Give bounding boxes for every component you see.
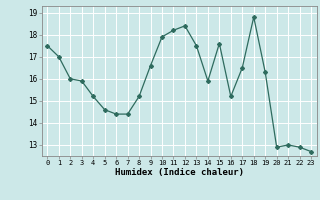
X-axis label: Humidex (Indice chaleur): Humidex (Indice chaleur)	[115, 168, 244, 177]
